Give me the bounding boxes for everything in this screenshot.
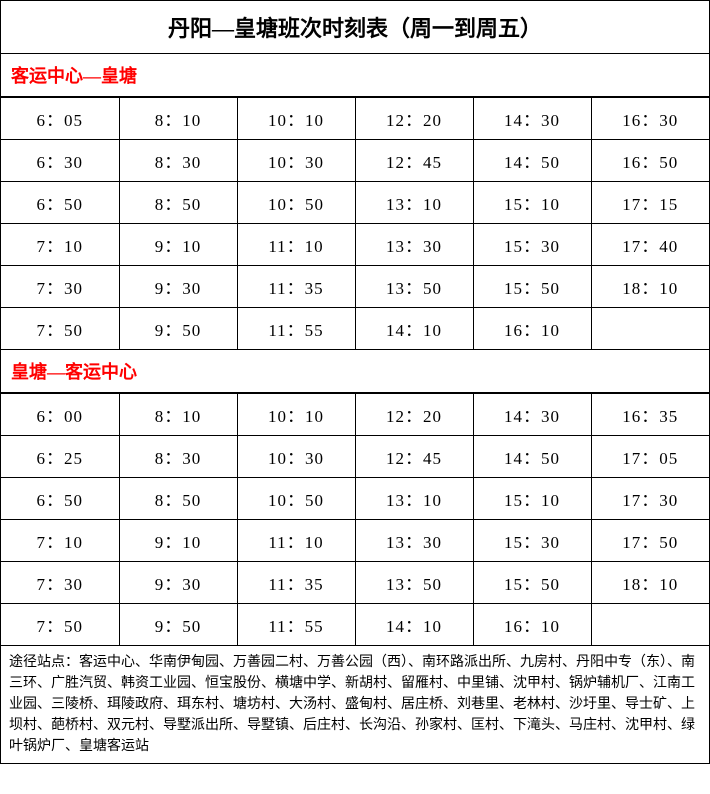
time-cell: 13：50 — [355, 266, 473, 308]
table-row: 6：058：1010：1012：2014：3016：30 — [1, 98, 709, 140]
time-cell: 7：10 — [1, 520, 119, 562]
time-cell: 15：30 — [473, 520, 591, 562]
time-cell: 17：30 — [591, 478, 709, 520]
time-cell: 12：45 — [355, 436, 473, 478]
time-cell: 11：55 — [237, 604, 355, 646]
time-cell: 8：10 — [119, 98, 237, 140]
time-cell: 10：50 — [237, 478, 355, 520]
time-cell: 16：10 — [473, 604, 591, 646]
time-cell: 17：15 — [591, 182, 709, 224]
section-2-table-wrap: 6：008：1010：1012：2014：3016：356：258：3010：3… — [1, 394, 709, 646]
time-cell: 15：10 — [473, 182, 591, 224]
time-cell: 7：50 — [1, 604, 119, 646]
time-cell: 14：50 — [473, 140, 591, 182]
time-cell: 10：30 — [237, 140, 355, 182]
table-row: 7：109：1011：1013：3015：3017：40 — [1, 224, 709, 266]
time-cell: 10：10 — [237, 98, 355, 140]
time-cell: 13：10 — [355, 182, 473, 224]
time-cell: 11：10 — [237, 224, 355, 266]
time-cell: 16：30 — [591, 98, 709, 140]
page-title: 丹阳—皇塘班次时刻表（周一到周五） — [1, 1, 709, 54]
time-cell: 13：50 — [355, 562, 473, 604]
section-header-2: 皇塘—客运中心 — [1, 350, 709, 393]
section-1: 客运中心—皇塘 — [1, 54, 709, 98]
time-cell: 14：30 — [473, 98, 591, 140]
time-cell: 9：30 — [119, 266, 237, 308]
time-cell: 18：10 — [591, 562, 709, 604]
time-cell: 11：35 — [237, 266, 355, 308]
time-cell: 14：50 — [473, 436, 591, 478]
timetable-2: 6：008：1010：1012：2014：3016：356：258：3010：3… — [1, 394, 709, 645]
section-2: 皇塘—客运中心 — [1, 350, 709, 394]
table-row: 7：309：3011：3513：5015：5018：10 — [1, 562, 709, 604]
time-cell: 7：50 — [1, 308, 119, 350]
time-cell: 9：30 — [119, 562, 237, 604]
time-cell: 9：50 — [119, 604, 237, 646]
time-cell: 8：50 — [119, 182, 237, 224]
timetable-1: 6：058：1010：1012：2014：3016：306：308：3010：3… — [1, 98, 709, 349]
time-cell: 7：10 — [1, 224, 119, 266]
time-cell: 11：10 — [237, 520, 355, 562]
time-cell: 17：50 — [591, 520, 709, 562]
time-cell: 9：50 — [119, 308, 237, 350]
time-cell: 15：10 — [473, 478, 591, 520]
time-cell: 15：50 — [473, 562, 591, 604]
time-cell: 8：30 — [119, 140, 237, 182]
route-stops: 途径站点：客运中心、华南伊甸园、万善园二村、万善公园（西）、南环路派出所、九房村… — [1, 646, 709, 763]
table-row: 7：309：3011：3513：5015：5018：10 — [1, 266, 709, 308]
time-cell: 17：05 — [591, 436, 709, 478]
table-row: 6：258：3010：3012：4514：5017：05 — [1, 436, 709, 478]
time-cell: 6：30 — [1, 140, 119, 182]
time-cell: 9：10 — [119, 224, 237, 266]
time-cell: 11：35 — [237, 562, 355, 604]
table-row: 6：508：5010：5013：1015：1017：30 — [1, 478, 709, 520]
time-cell: 17：40 — [591, 224, 709, 266]
time-cell: 8：30 — [119, 436, 237, 478]
time-cell: 8：50 — [119, 478, 237, 520]
time-cell: 13：30 — [355, 224, 473, 266]
time-cell: 10：50 — [237, 182, 355, 224]
time-cell: 12：20 — [355, 98, 473, 140]
schedule-container: 丹阳—皇塘班次时刻表（周一到周五） 客运中心—皇塘 6：058：1010：101… — [0, 0, 710, 764]
table-row: 7：509：5011：5514：1016：10 — [1, 604, 709, 646]
time-cell: 16：10 — [473, 308, 591, 350]
time-cell: 18：10 — [591, 266, 709, 308]
time-cell: 7：30 — [1, 266, 119, 308]
section-header-1: 客运中心—皇塘 — [1, 54, 709, 97]
time-cell — [591, 308, 709, 350]
time-cell: 9：10 — [119, 520, 237, 562]
section-1-table-wrap: 6：058：1010：1012：2014：3016：306：308：3010：3… — [1, 98, 709, 350]
time-cell: 6：50 — [1, 182, 119, 224]
table-row: 6：008：1010：1012：2014：3016：35 — [1, 394, 709, 436]
time-cell: 16：50 — [591, 140, 709, 182]
time-cell: 12：20 — [355, 394, 473, 436]
time-cell: 8：10 — [119, 394, 237, 436]
time-cell: 11：55 — [237, 308, 355, 350]
time-cell: 14：10 — [355, 308, 473, 350]
table-row: 6：308：3010：3012：4514：5016：50 — [1, 140, 709, 182]
time-cell: 6：00 — [1, 394, 119, 436]
table-row: 6：508：5010：5013：1015：1017：15 — [1, 182, 709, 224]
time-cell: 14：10 — [355, 604, 473, 646]
time-cell: 7：30 — [1, 562, 119, 604]
time-cell: 15：50 — [473, 266, 591, 308]
time-cell: 16：35 — [591, 394, 709, 436]
time-cell — [591, 604, 709, 646]
time-cell: 10：10 — [237, 394, 355, 436]
time-cell: 6：50 — [1, 478, 119, 520]
table-row: 7：109：1011：1013：3015：3017：50 — [1, 520, 709, 562]
time-cell: 15：30 — [473, 224, 591, 266]
table-row: 7：509：5011：5514：1016：10 — [1, 308, 709, 350]
time-cell: 6：05 — [1, 98, 119, 140]
time-cell: 13：10 — [355, 478, 473, 520]
time-cell: 12：45 — [355, 140, 473, 182]
time-cell: 14：30 — [473, 394, 591, 436]
time-cell: 6：25 — [1, 436, 119, 478]
time-cell: 10：30 — [237, 436, 355, 478]
time-cell: 13：30 — [355, 520, 473, 562]
